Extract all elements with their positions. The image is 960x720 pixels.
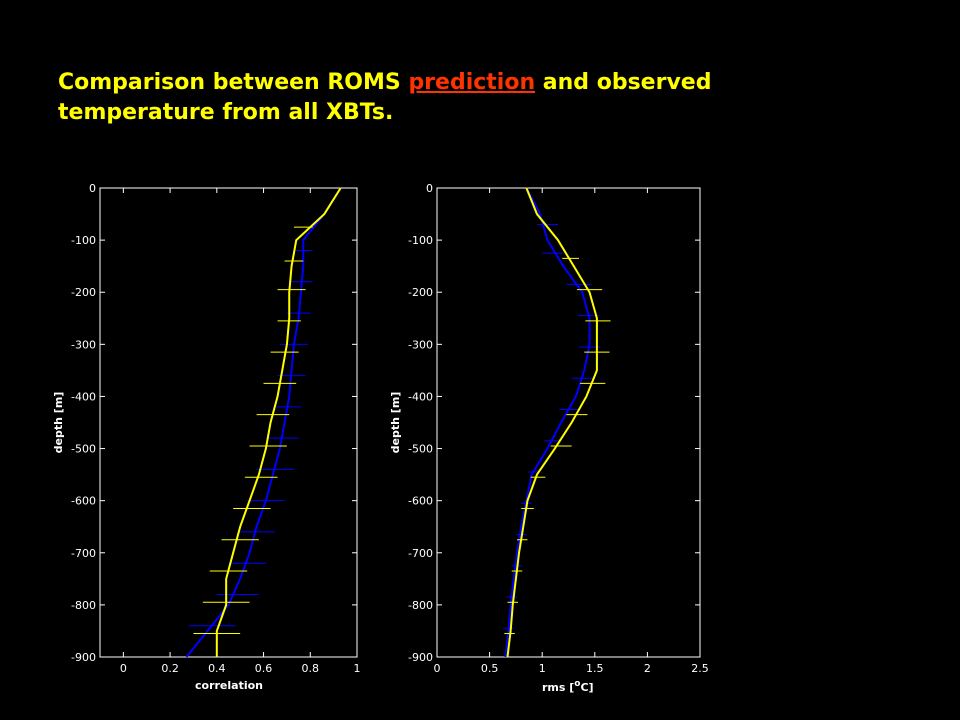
y-tick-label: 0 [89, 182, 96, 195]
y-tick-label: -700 [408, 547, 433, 560]
x-tick-label: 1 [354, 662, 361, 675]
x-axis-label-part: rms [ [542, 681, 574, 694]
x-tick-label: 1.5 [586, 662, 604, 675]
y-tick-label: 0 [426, 182, 433, 195]
x-axis-label-sup: o [574, 679, 580, 689]
x-tick-label: 0 [434, 662, 441, 675]
plot-area [436, 187, 701, 658]
y-tick-label: -400 [71, 390, 96, 403]
y-tick-label: -500 [71, 443, 96, 456]
x-tick-label: 2.5 [691, 662, 709, 675]
series-line [185, 187, 342, 658]
title-text: and observed temperature from all XBTs. [58, 70, 712, 125]
x-axis-label: correlation [195, 679, 263, 692]
y-tick-label: -800 [408, 599, 433, 612]
y-tick-label: -600 [71, 495, 96, 508]
y-axis-label: depth [m] [389, 392, 402, 454]
y-tick-label: -600 [408, 495, 433, 508]
y-axis-label: depth [m] [52, 392, 65, 454]
slide-title: Comparison between ROMS prediction and o… [58, 68, 858, 128]
x-tick-label: 0.8 [302, 662, 320, 675]
x-axis-label: rms [oC] [542, 679, 594, 694]
y-tick-label: -400 [408, 390, 433, 403]
title-link[interactable]: prediction [408, 70, 536, 95]
x-tick-label: 0.6 [255, 662, 273, 675]
x-tick-label: 0.5 [481, 662, 499, 675]
y-tick-label: -300 [408, 338, 433, 351]
y-tick-label: -500 [408, 443, 433, 456]
y-tick-label: -100 [408, 234, 433, 247]
y-tick-label: -700 [71, 547, 96, 560]
x-tick-label: 1 [539, 662, 546, 675]
x-tick-label: 0.4 [208, 662, 226, 675]
y-tick-label: -300 [71, 338, 96, 351]
x-tick-label: 0.2 [161, 662, 179, 675]
plot-area [99, 187, 358, 658]
title-text: Comparison between ROMS [58, 70, 401, 95]
y-tick-label: -900 [408, 651, 433, 664]
y-tick-label: -200 [408, 286, 433, 299]
y-tick-label: -800 [71, 599, 96, 612]
y-tick-label: -100 [71, 234, 96, 247]
y-tick-label: -200 [71, 286, 96, 299]
series-line [215, 187, 342, 657]
x-tick-label: 2 [644, 662, 651, 675]
series-line [504, 187, 591, 658]
x-axis-label-part: C] [580, 681, 593, 694]
y-tick-label: -900 [71, 651, 96, 664]
series-line [506, 187, 598, 658]
x-tick-label: 0 [120, 662, 127, 675]
